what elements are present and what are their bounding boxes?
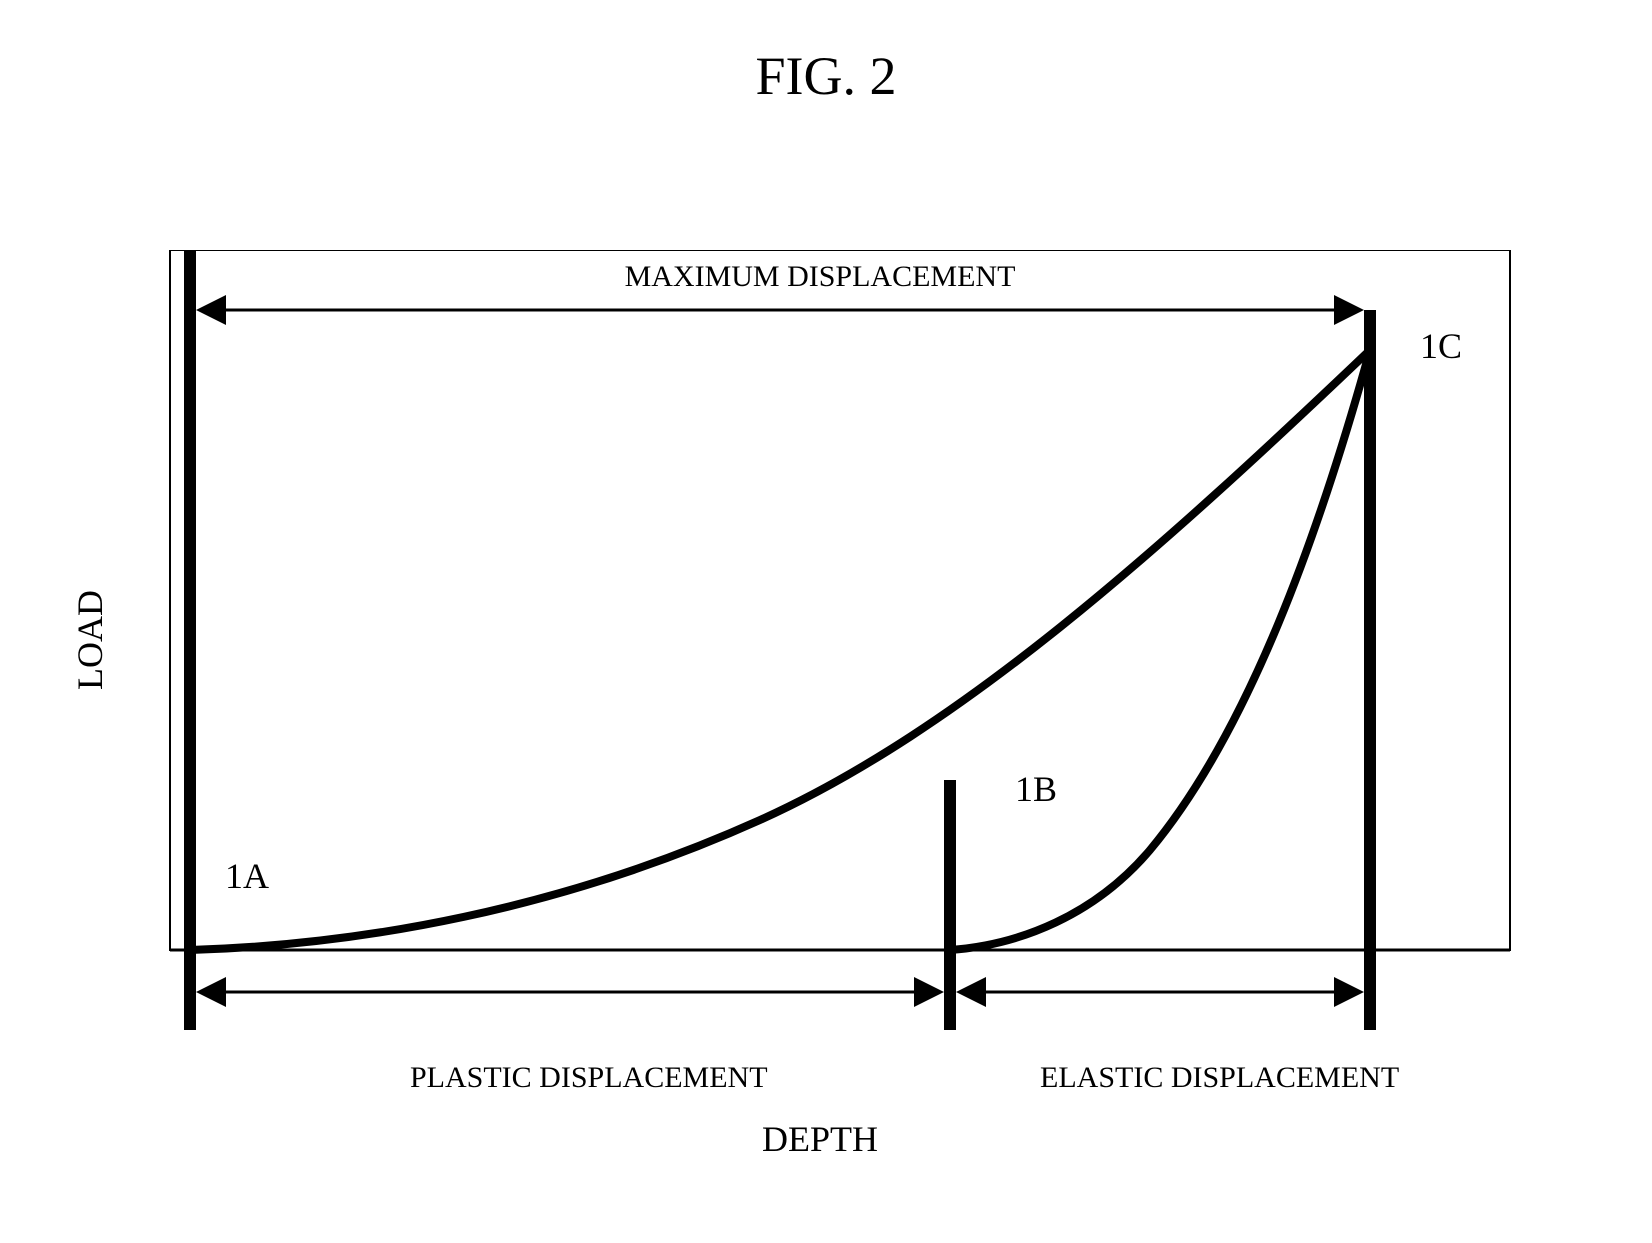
- loading-curve: [190, 350, 1370, 950]
- elastic-arrow-right: [1334, 977, 1364, 1007]
- plastic-arrow-left: [196, 977, 226, 1007]
- x-axis-label: DEPTH: [762, 1118, 878, 1160]
- chart-container: LOAD DEPTH MAXIMUM DISPLACEMENT PLASTIC …: [110, 250, 1530, 1030]
- plastic-arrow-right: [914, 977, 944, 1007]
- plastic-displacement-label: PLASTIC DISPLACEMENT: [410, 1061, 768, 1095]
- elastic-arrow-left: [956, 977, 986, 1007]
- chart-svg: [110, 250, 1530, 1030]
- max-disp-arrow-left: [196, 295, 226, 325]
- max-disp-arrow-right: [1334, 295, 1364, 325]
- figure-title: FIG. 2: [755, 45, 896, 107]
- elastic-displacement-label: ELASTIC DISPLACEMENT: [1040, 1061, 1399, 1095]
- unloading-curve: [950, 350, 1370, 950]
- chart-frame: [170, 250, 1510, 950]
- y-axis-label: LOAD: [69, 590, 111, 690]
